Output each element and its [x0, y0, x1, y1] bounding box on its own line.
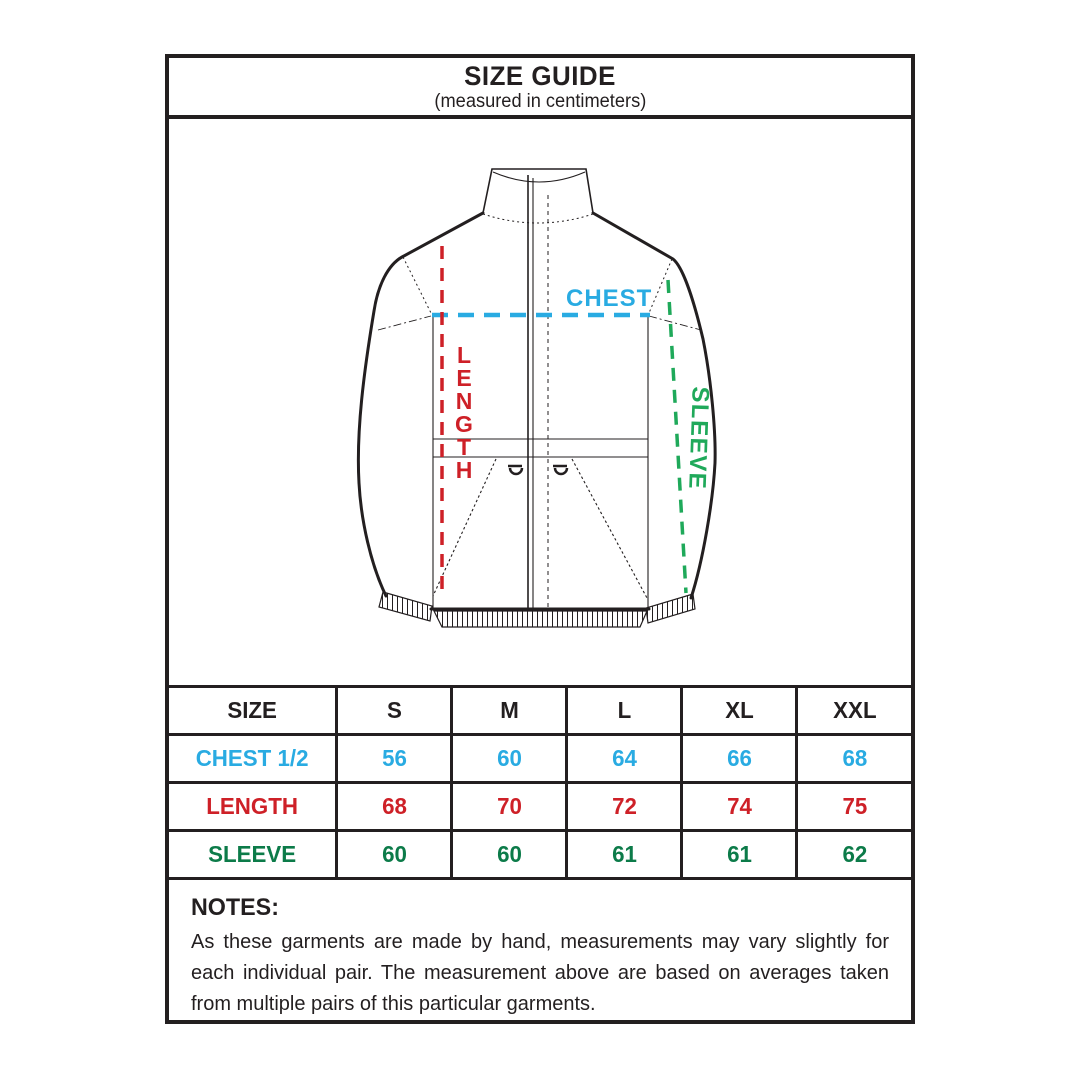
chest-label: CHEST: [566, 285, 652, 312]
length-value-m: 70: [451, 781, 567, 832]
notes-heading: NOTES:: [191, 894, 279, 921]
sleeve-label: SLEEVE: [683, 386, 714, 491]
left-pocket-pull: [508, 464, 524, 476]
table-row-length: LENGTH 68 70 72 74 75: [169, 781, 911, 832]
length-letter: H: [456, 457, 473, 483]
right-cuff-rib: [645, 593, 696, 624]
length-value-s: 68: [336, 781, 452, 832]
collar-outline: [482, 168, 594, 214]
left-pocket-zip: [432, 458, 497, 597]
notes-section: NOTES: As these garments are made by han…: [169, 880, 911, 1020]
left-cuff-rib: [378, 591, 433, 622]
page-title: SIZE GUIDE: [464, 60, 616, 91]
right-pocket-pull: [553, 464, 569, 476]
table-row-chest: CHEST 1/2 56 60 64 66 68: [169, 733, 911, 784]
jacket-sketch: CHEST L E N G T H SLEEVE: [356, 168, 717, 628]
hem-rib-band: [433, 610, 648, 628]
left-armhole-dotted: [402, 256, 432, 314]
col-header-xxl: XXL: [796, 686, 910, 736]
garment-diagram: CHEST L E N G T H SLEEVE: [169, 119, 911, 685]
col-header-l: L: [566, 686, 682, 736]
row-label-sleeve: SLEEVE: [171, 829, 336, 879]
length-letter: T: [457, 434, 471, 460]
size-table-header-row: SIZE S M L XL XXL: [169, 686, 911, 736]
chest-value-xxl: 68: [796, 733, 910, 784]
sleeve-value-m: 60: [451, 829, 567, 879]
sleeve-value-l: 61: [566, 829, 682, 879]
notes-body: As these garments are made by hand, meas…: [191, 931, 889, 1015]
chest-value-s: 56: [336, 733, 452, 784]
size-guide-frame: SIZE GUIDE (measured in centimeters): [165, 54, 915, 1024]
length-letter: E: [456, 365, 471, 391]
size-table: SIZE S M L XL XXL CHEST 1/2 56 60 64 66 …: [169, 685, 911, 880]
right-shoulder-sleeve-outline: [591, 211, 717, 600]
neck-seam-dotted: [482, 213, 594, 224]
chest-value-m: 60: [451, 733, 567, 784]
length-value-xxl: 75: [796, 781, 910, 832]
col-header-xl: XL: [681, 686, 797, 736]
sleeve-value-xl: 61: [681, 829, 797, 879]
page-subtitle: (measured in centimeters): [434, 90, 646, 112]
right-pocket-zip: [571, 458, 648, 599]
length-value-xl: 74: [681, 781, 797, 832]
chest-value-l: 64: [566, 733, 682, 784]
sleeve-value-xxl: 62: [796, 829, 910, 879]
length-letter: G: [455, 411, 473, 437]
right-underarm-line: [648, 315, 702, 331]
col-header-s: S: [336, 686, 452, 736]
row-label-length: LENGTH: [171, 781, 336, 832]
left-shoulder-sleeve-outline: [356, 211, 485, 598]
chest-value-xl: 66: [681, 733, 797, 784]
guide-header: SIZE GUIDE (measured in centimeters): [169, 58, 911, 119]
length-value-l: 72: [566, 781, 682, 832]
col-header-m: M: [451, 686, 567, 736]
col-header-size: SIZE: [171, 686, 336, 736]
sleeve-measure-line: [666, 279, 688, 594]
left-underarm-line: [377, 315, 432, 331]
length-letter: N: [456, 388, 473, 414]
table-row-sleeve: SLEEVE 60 60 61 61 62: [169, 829, 911, 879]
length-letter: L: [457, 342, 471, 368]
row-label-chest: CHEST 1/2: [171, 733, 336, 784]
sleeve-value-s: 60: [336, 829, 452, 879]
collar-inner-curve: [492, 171, 586, 183]
